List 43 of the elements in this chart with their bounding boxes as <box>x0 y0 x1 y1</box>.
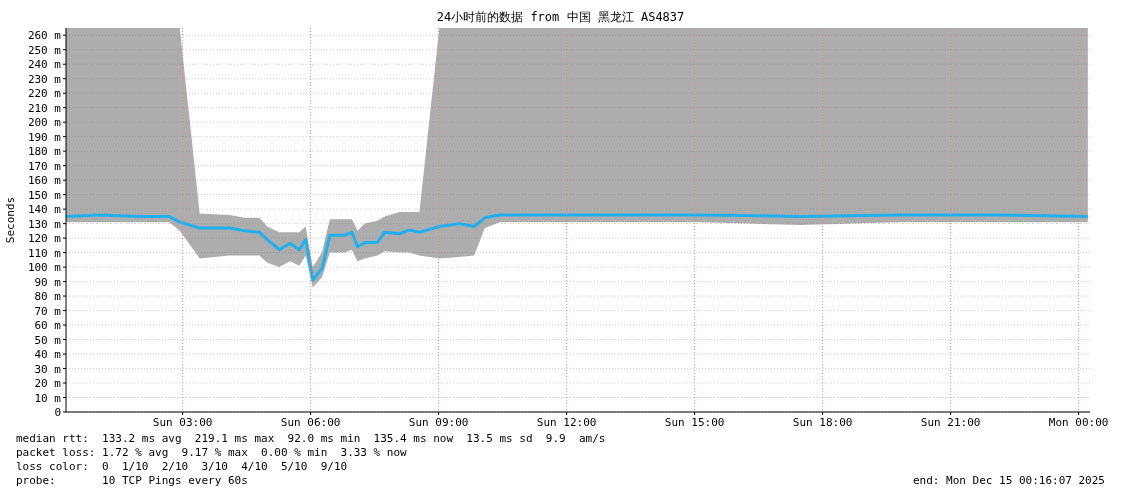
line-series <box>64 213 1090 282</box>
text: probe: 10 TCP Pings every 60s <box>16 474 248 487</box>
y-tick-label: 30 m <box>34 362 62 376</box>
y-tick-label: 190 m <box>27 130 62 144</box>
x-tick-label: Sun 03:00 <box>152 416 213 429</box>
y-tick-label: 60 m <box>34 319 62 333</box>
y-tick-label: 250 m <box>27 43 62 57</box>
x-tick-label: Sun 09:00 <box>408 416 469 429</box>
y-tick-label: 70 m <box>34 304 62 318</box>
x-tick-label: Mon 00:00 <box>1048 416 1109 429</box>
text: median rtt: 133.2 ms avg 219.1 ms max 92.0 ms min 135.4 ms now 13.5 ms sd 9.9 am/s <box>16 432 606 445</box>
y-tick-label: 150 m <box>27 188 62 202</box>
x-tick-label: Sun 15:00 <box>664 416 725 429</box>
y-tick-label: 230 m <box>27 72 62 86</box>
y-tick-label: 140 m <box>27 203 62 217</box>
y-tick-label: 260 m <box>27 29 62 43</box>
x-tick-label: Sun 21:00 <box>920 416 981 429</box>
y-tick-label: 200 m <box>27 116 62 130</box>
y-tick-label: 40 m <box>34 348 62 362</box>
y-tick-label: 110 m <box>27 246 62 260</box>
y-tick-label: 120 m <box>27 232 62 246</box>
y-tick-label: 10 m <box>34 391 62 405</box>
y-tick-label: 210 m <box>27 101 62 115</box>
text: loss color: 0 1/10 2/10 3/10 4/10 5/10 9/10 <box>16 460 348 473</box>
y-tick-label: 240 m <box>27 58 62 72</box>
y-tick-label: 20 m <box>34 377 62 391</box>
y-tick-label: 0 <box>54 406 61 419</box>
y-tick-label: 160 m <box>27 174 62 188</box>
x-tick-label: Sun 12:00 <box>536 416 597 429</box>
y-tick-label: 100 m <box>27 261 62 275</box>
y-tick-label: 80 m <box>34 290 62 304</box>
y-tick-label: 90 m <box>34 275 62 289</box>
x-tick-label: Sun 06:00 <box>280 416 341 429</box>
y-tick-label: 170 m <box>27 159 62 173</box>
y-axis-title: Seconds <box>4 196 17 244</box>
text: packet loss: 1.72 % avg 9.17 % max 0.00 % min 3.33 % now <box>16 446 408 459</box>
y-tick-label: 50 m <box>34 333 62 347</box>
y-tick-label: 180 m <box>27 145 62 159</box>
chart-title: 24小时前的数据 from 中国 黑龙江 AS4837 <box>436 10 685 24</box>
y-tick-label: 220 m <box>27 87 62 101</box>
text: end: Mon Dec 15 00:16:07 2025 <box>912 474 1105 487</box>
y-tick-label: 130 m <box>27 217 62 231</box>
x-tick-label: Sun 18:00 <box>792 416 853 429</box>
